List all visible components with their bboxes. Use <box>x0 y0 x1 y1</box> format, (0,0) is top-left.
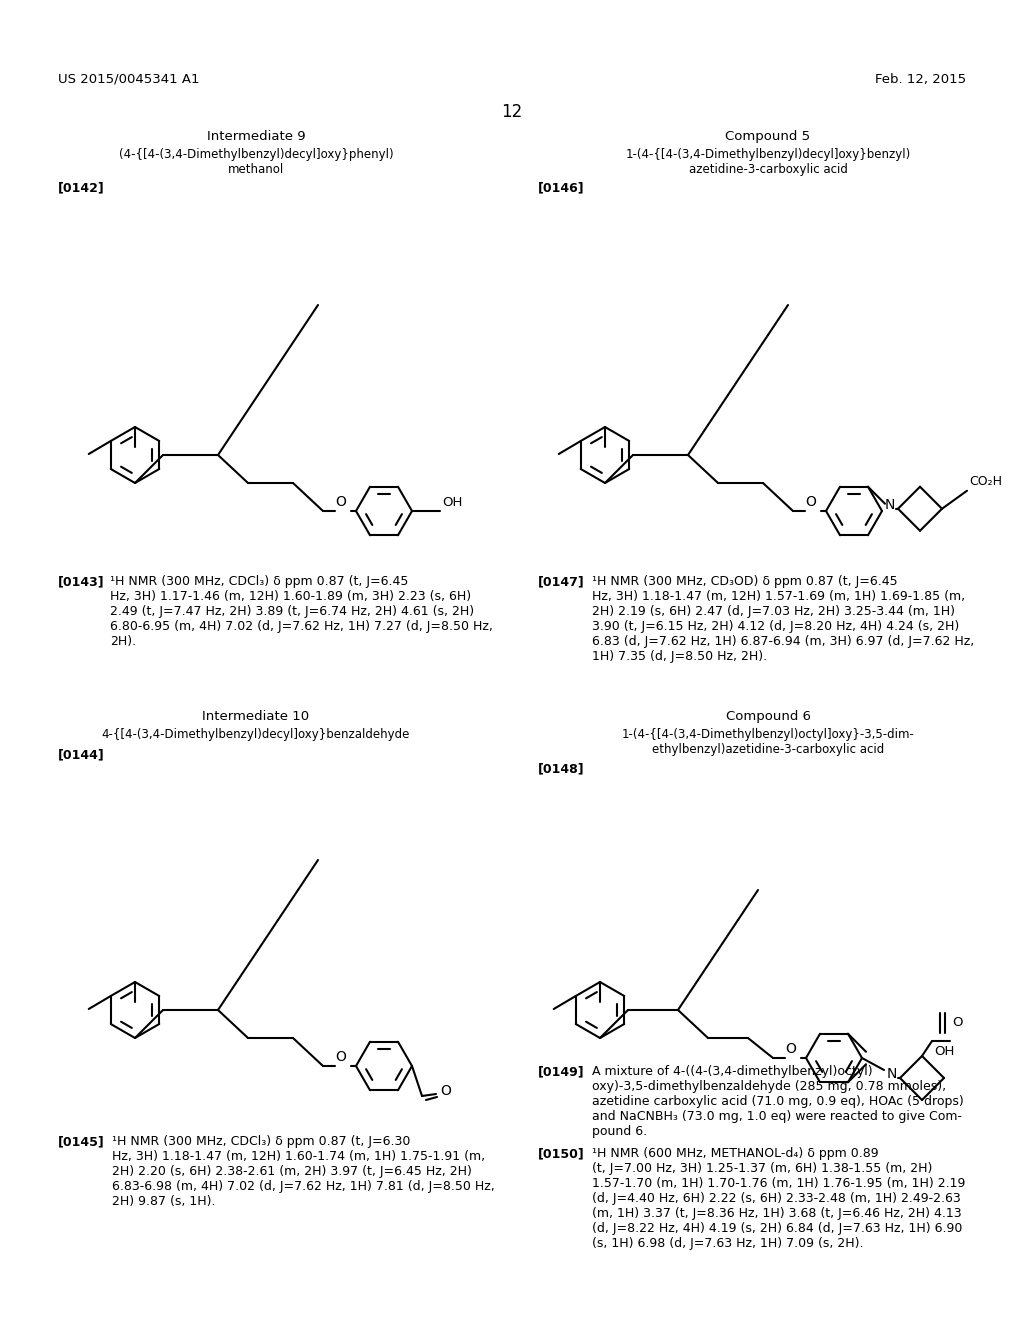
Text: Feb. 12, 2015: Feb. 12, 2015 <box>874 73 966 86</box>
Text: [0146]: [0146] <box>538 181 585 194</box>
Text: OH: OH <box>442 496 463 510</box>
Text: N: N <box>887 1067 897 1081</box>
Text: 1-(4-{[4-(3,4-Dimethylbenzyl)decyl]oxy}benzyl): 1-(4-{[4-(3,4-Dimethylbenzyl)decyl]oxy}b… <box>626 148 910 161</box>
Text: Compound 6: Compound 6 <box>725 710 811 723</box>
Text: (4-{[4-(3,4-Dimethylbenzyl)decyl]oxy}phenyl): (4-{[4-(3,4-Dimethylbenzyl)decyl]oxy}phe… <box>119 148 393 161</box>
Text: [0150]: [0150] <box>538 1147 585 1160</box>
Text: O: O <box>336 495 346 510</box>
Text: methanol: methanol <box>228 162 284 176</box>
Text: azetidine-3-carboxylic acid: azetidine-3-carboxylic acid <box>688 162 848 176</box>
Text: [0145]: [0145] <box>58 1135 104 1148</box>
Text: 12: 12 <box>502 103 522 121</box>
Text: 1-(4-{[4-(3,4-Dimethylbenzyl)octyl]oxy}-3,5-dim-: 1-(4-{[4-(3,4-Dimethylbenzyl)octyl]oxy}-… <box>622 729 914 741</box>
Text: O: O <box>785 1041 797 1056</box>
Text: 4-{[4-(3,4-Dimethylbenzyl)decyl]oxy}benzaldehyde: 4-{[4-(3,4-Dimethylbenzyl)decyl]oxy}benz… <box>101 729 411 741</box>
Text: ¹H NMR (300 MHz, CDCl₃) δ ppm 0.87 (t, J=6.45
Hz, 3H) 1.17-1.46 (m, 12H) 1.60-1.: ¹H NMR (300 MHz, CDCl₃) δ ppm 0.87 (t, J… <box>110 576 493 648</box>
Text: ¹H NMR (300 MHz, CD₃OD) δ ppm 0.87 (t, J=6.45
Hz, 3H) 1.18-1.47 (m, 12H) 1.57-1.: ¹H NMR (300 MHz, CD₃OD) δ ppm 0.87 (t, J… <box>592 576 974 663</box>
Text: US 2015/0045341 A1: US 2015/0045341 A1 <box>58 73 200 86</box>
Text: [0142]: [0142] <box>58 181 104 194</box>
Text: Compound 5: Compound 5 <box>725 129 811 143</box>
Text: OH: OH <box>934 1045 954 1059</box>
Text: CO₂H: CO₂H <box>969 475 1002 488</box>
Text: ethylbenzyl)azetidine-3-carboxylic acid: ethylbenzyl)azetidine-3-carboxylic acid <box>652 743 884 756</box>
Text: [0149]: [0149] <box>538 1065 585 1078</box>
Text: ¹H NMR (300 MHz, CDCl₃) δ ppm 0.87 (t, J=6.30
Hz, 3H) 1.18-1.47 (m, 12H) 1.60-1.: ¹H NMR (300 MHz, CDCl₃) δ ppm 0.87 (t, J… <box>112 1135 495 1208</box>
Text: ¹H NMR (600 MHz, METHANOL-d₄) δ ppm 0.89
(t, J=7.00 Hz, 3H) 1.25-1.37 (m, 6H) 1.: ¹H NMR (600 MHz, METHANOL-d₄) δ ppm 0.89… <box>592 1147 966 1250</box>
Text: [0148]: [0148] <box>538 762 585 775</box>
Text: [0144]: [0144] <box>58 748 104 762</box>
Text: Intermediate 10: Intermediate 10 <box>203 710 309 723</box>
Text: A mixture of 4-((4-(3,4-dimethylbenzyl)octyl)
oxy)-3,5-dimethylbenzaldehyde (285: A mixture of 4-((4-(3,4-dimethylbenzyl)o… <box>592 1065 964 1138</box>
Text: O: O <box>440 1084 451 1098</box>
Text: [0143]: [0143] <box>58 576 104 587</box>
Text: O: O <box>336 1049 346 1064</box>
Text: O: O <box>806 495 816 510</box>
Text: Intermediate 9: Intermediate 9 <box>207 129 305 143</box>
Text: [0147]: [0147] <box>538 576 585 587</box>
Text: O: O <box>952 1016 963 1030</box>
Text: N: N <box>885 498 895 512</box>
